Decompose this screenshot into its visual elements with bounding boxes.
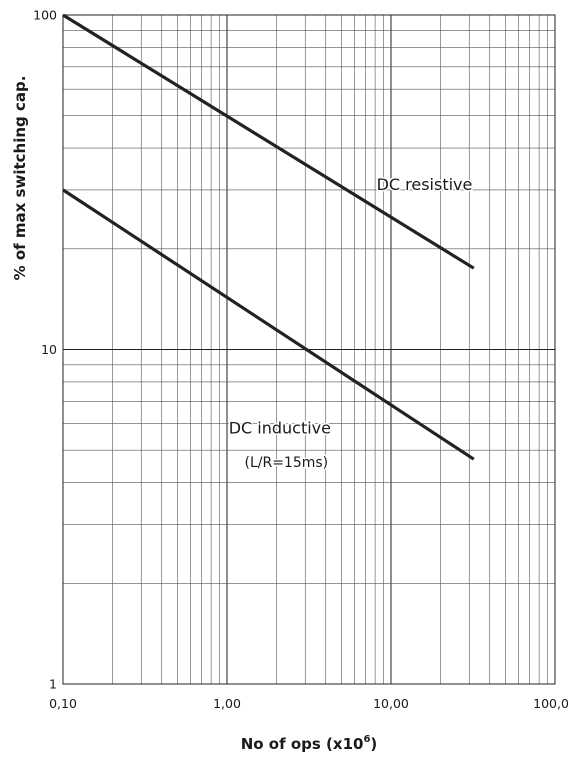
grid: [62, 15, 555, 685]
x-axis-title-end: ): [370, 735, 377, 753]
series-line-dc-resistive: [62, 13, 475, 270]
x-axis-title-exponent: 6: [363, 734, 370, 745]
x-axis-title: No of ops (x106): [241, 734, 378, 753]
x-tick-label: 10,00: [373, 696, 409, 711]
y-tick-labels: 1 10 100: [33, 8, 57, 692]
y-tick-label: 1: [49, 677, 57, 692]
x-tick-labels: 0,10 1,00 10,00 100,00: [49, 696, 568, 711]
x-tick-label: 1,00: [213, 696, 241, 711]
x-tick-label: 100,00: [533, 696, 568, 711]
annotation-l-r-15ms: (L/R=15ms): [244, 455, 328, 471]
annotations: DC resistive DC inductive (L/R=15ms): [227, 173, 474, 472]
y-tick-label: 100: [33, 8, 57, 23]
annotation-dc-inductive: DC inductive: [229, 419, 331, 438]
y-tick-label: 10: [41, 342, 57, 357]
y-axis-title: % of max switching cap.: [11, 76, 29, 281]
series-layer: [62, 13, 475, 461]
series-line-dc-inductive: [62, 188, 475, 461]
x-axis-title-main: No of ops (x10: [241, 735, 364, 753]
plot-frame: [62, 14, 556, 685]
x-tick-label: 0,10: [49, 696, 77, 711]
annotation-dc-resistive: DC resistive: [377, 175, 473, 194]
